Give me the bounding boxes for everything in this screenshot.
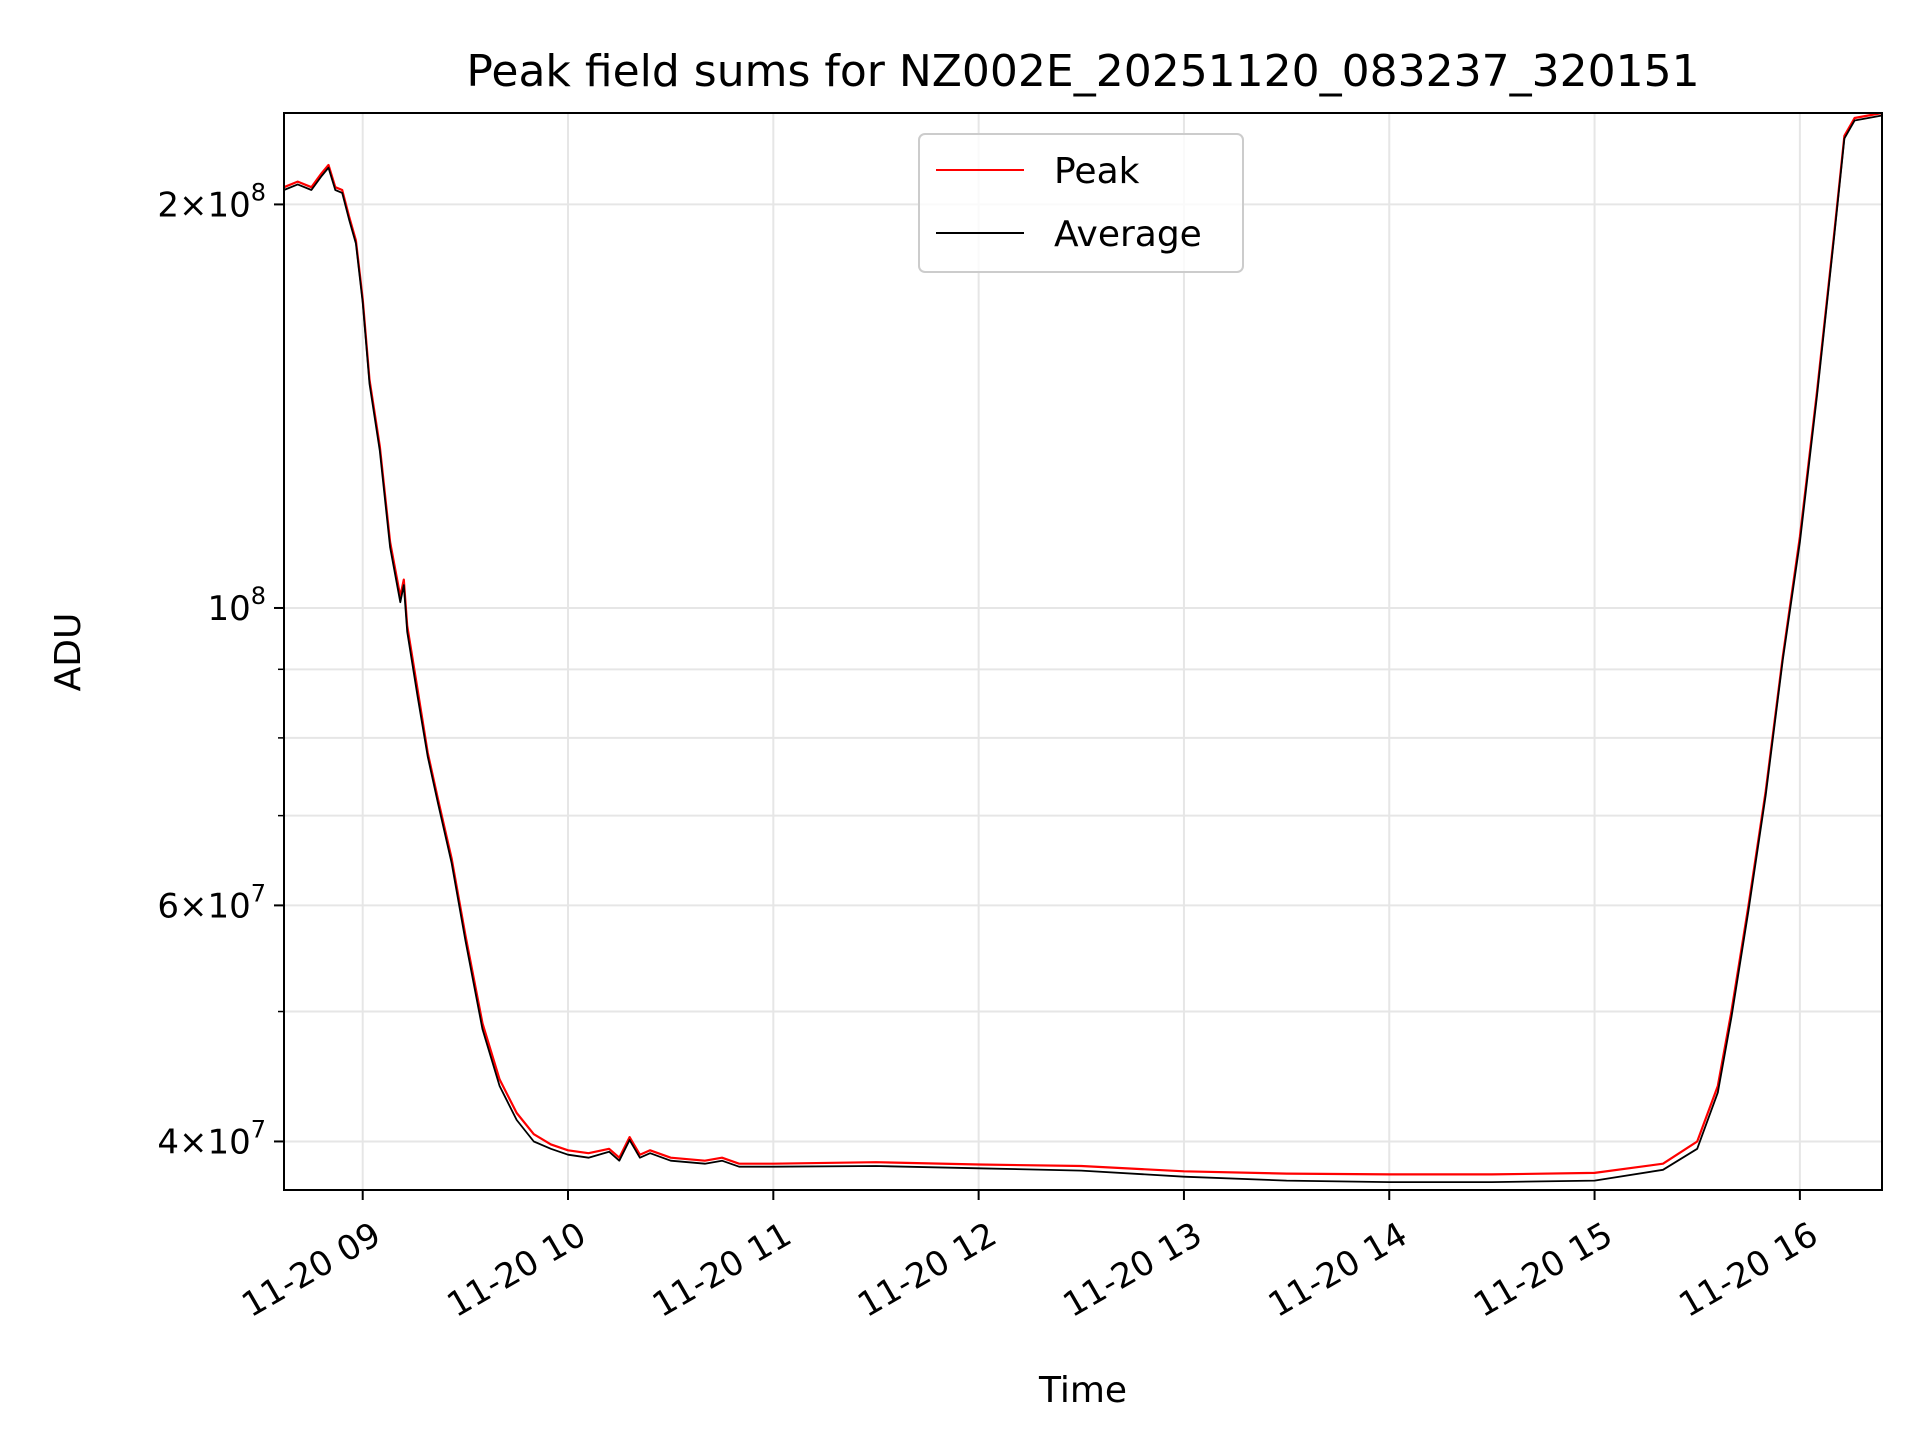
y-axis-title: ADU [48, 613, 89, 692]
plot-frame [283, 112, 1883, 1191]
y-tick-exponent: 8 [251, 178, 266, 206]
y-tick-exponent: 7 [251, 879, 266, 907]
grid [284, 113, 1882, 1190]
y-tick-base: 10 [207, 185, 250, 225]
legend: Peak Average [918, 133, 1244, 273]
chart-title: Peak field sums for NZ002E_20251120_0832… [466, 46, 1699, 97]
y-tick-label: 108 [207, 582, 266, 629]
y-tick-coef: 6 [157, 886, 179, 926]
series-layer [283, 111, 1883, 1183]
y-tick-exponent: 7 [251, 1115, 266, 1143]
y-tick-times: × [179, 185, 208, 225]
y-tick-exponent: 8 [251, 582, 266, 610]
y-tick-label: 4×107 [157, 1115, 266, 1162]
legend-label-average: Average [1054, 214, 1202, 255]
y-tick-base: 10 [207, 589, 250, 629]
y-tick-label: 2×108 [157, 178, 266, 225]
legend-label-peak: Peak [1054, 151, 1140, 192]
y-tick-times: × [179, 886, 208, 926]
y-tick-coef: 2 [157, 185, 179, 225]
y-tick-base: 10 [207, 1122, 250, 1162]
y-tick-base: 10 [207, 886, 250, 926]
ticks [274, 203, 1801, 1200]
x-axis-title: Time [1038, 1370, 1127, 1411]
legend-box [918, 133, 1244, 273]
y-tick-coef: 4 [157, 1122, 179, 1162]
y-tick-times: × [179, 1122, 208, 1162]
plot-background [284, 113, 1882, 1190]
series-line-average [283, 114, 1883, 1183]
y-tick-label: 6×107 [157, 879, 266, 926]
